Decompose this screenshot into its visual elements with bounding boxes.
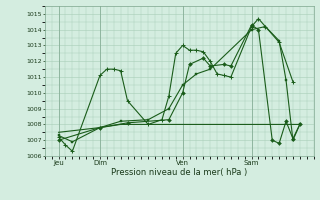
X-axis label: Pression niveau de la mer( hPa ): Pression niveau de la mer( hPa ) <box>111 168 247 177</box>
